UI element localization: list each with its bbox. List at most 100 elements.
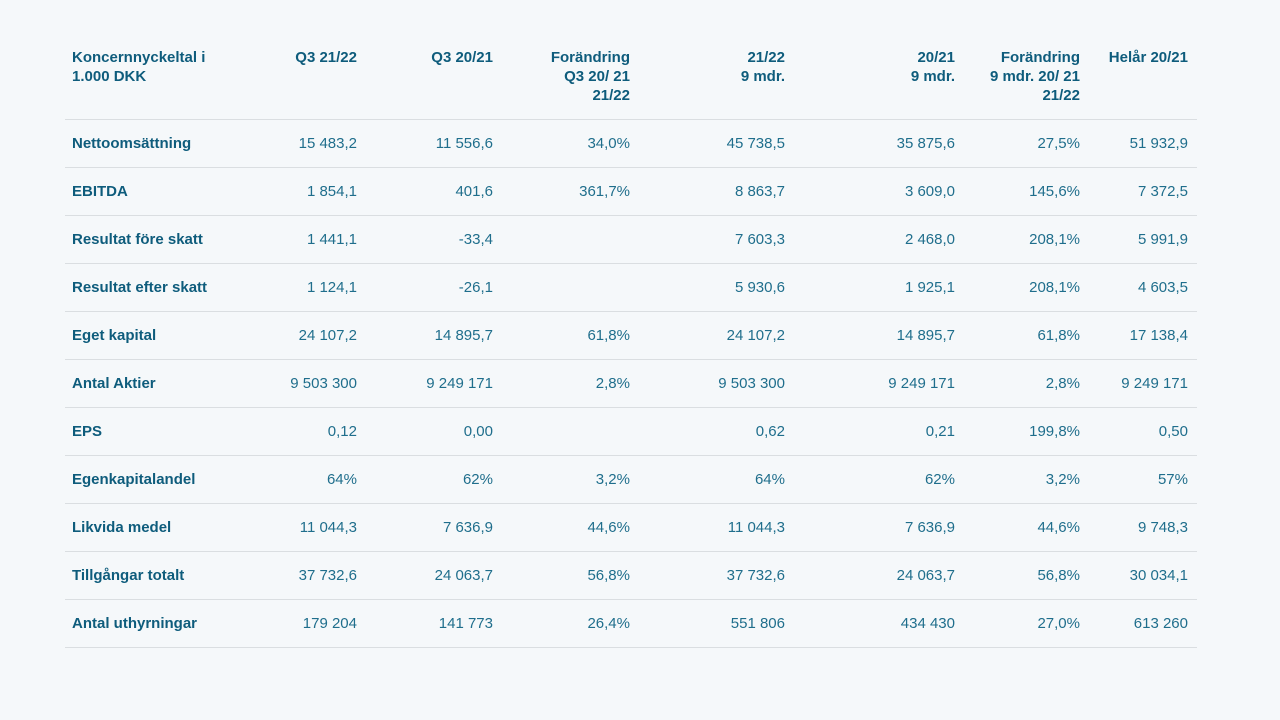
table-row: Resultat efter skatt 1 124,1 -26,1 5 930,6 1… [65,263,1197,312]
cell-value: 44,6% [1037,519,1080,536]
cell-value: 5 991,9 [1137,231,1188,248]
cell-value: 62% [924,471,955,488]
cell-value: 179 204 [302,615,357,632]
cell-value: 4 603,5 [1137,279,1188,296]
cell-value: 61,8% [587,327,630,344]
cell-value: 9 503 300 [718,375,785,392]
cell-value: 24 107,2 [298,327,357,344]
cell-value: 26,4% [587,615,630,632]
cell-value: 7 636,9 [904,519,955,536]
cell-value: 57% [1157,471,1188,488]
column-header: Forändring Q3 20/ 21 21/22 [550,49,630,104]
row-label: Resultat före skatt [72,231,203,248]
cell-value: 64% [326,471,357,488]
cell-value: 361,7% [579,183,630,200]
column-header: 21/22 9 mdr. [740,49,785,85]
header-row: Koncernnyckeltal i 1.000 DKK Q3 21/22 Q3 … [65,40,1197,120]
cell-value: 11 044,3 [299,519,357,536]
cell-value: 7 603,3 [734,231,785,248]
cell-value: 0,12 [327,423,357,440]
cell-value: 1 124,1 [306,279,357,296]
row-label: Antal uthyrningar [72,615,198,632]
cell-value: 0,62 [755,423,785,440]
table-row: Egenkapitalandel 64% 62% 3,2% 64% 62% 3,2% 57% [65,455,1197,504]
table-row: Antal Aktier 9 503 300 9 249 171 2,8% 9 503 … [65,359,1197,408]
cell-value: 62% [462,471,493,488]
cell-value: 17 138,4 [1129,327,1188,344]
table-row: Nettoomsättning 15 483,2 11 556,6 34,0% 45 7… [65,119,1197,168]
cell-value: 35 875,6 [896,135,955,152]
cell-value: 37 732,6 [298,567,357,584]
cell-value: -33,4 [458,231,493,248]
cell-value: 27,5% [1037,135,1080,152]
cell-value: 145,6% [1029,183,1080,200]
cell-value: 199,8% [1029,423,1080,440]
column-header: Q3 21/22 [295,49,357,66]
cell-value: 64% [754,471,785,488]
cell-value: 11 556,6 [435,135,493,152]
row-label: Nettoomsättning [72,135,192,152]
cell-value: 3,2% [1045,471,1080,488]
cell-value: 9 503 300 [290,375,357,392]
cell-value: 3 609,0 [904,183,955,200]
cell-value: 11 044,3 [727,519,785,536]
table-row: Resultat före skatt 1 441,1 -33,4 7 603,3 2 … [65,215,1197,264]
row-label: EPS [72,423,103,440]
cell-value: 0,00 [463,423,493,440]
cell-value: 551 806 [730,615,785,632]
cell-value: 2 468,0 [904,231,955,248]
cell-value: 7 636,9 [442,519,493,536]
cell-value: 5 930,6 [734,279,785,296]
cell-value: 9 249 171 [1121,375,1188,392]
table-row: EPS 0,12 0,00 0,62 0,21 199,8% 0,50 [65,407,1197,456]
column-header: Forändring 9 mdr. 20/ 21 21/22 [989,49,1080,104]
cell-value: 7 372,5 [1137,183,1188,200]
table-row: Likvida medel 11 044,3 7 636,9 44,6% 11 044,… [65,503,1197,552]
row-label: EBITDA [72,183,128,200]
row-label: Eget kapital [72,327,157,344]
column-header: Helår 20/21 [1108,49,1188,66]
row-label: Resultat efter skatt [72,279,208,296]
cell-value: 208,1% [1029,279,1080,296]
cell-value: 0,21 [925,423,955,440]
cell-value: 56,8% [1037,567,1080,584]
cell-value: 2,8% [1045,375,1080,392]
cell-value: 14 895,7 [434,327,493,344]
cell-value: 401,6 [455,183,493,200]
table-row: Eget kapital 24 107,2 14 895,7 61,8% 24 107,… [65,311,1197,360]
cell-value: 51 932,9 [1129,135,1188,152]
cell-value: 0,50 [1158,423,1188,440]
cell-value: 24 063,7 [896,567,955,584]
table-row: Tillgångar totalt 37 732,6 24 063,7 56,8% 37… [65,551,1197,600]
cell-value: 24 063,7 [434,567,493,584]
cell-value: 9 249 171 [888,375,955,392]
cell-value: 30 034,1 [1129,567,1188,584]
cell-value: 15 483,2 [298,135,357,152]
row-label: Antal Aktier [72,375,156,392]
cell-value: 61,8% [1037,327,1080,344]
cell-value: 9 748,3 [1137,519,1188,536]
cell-value: 34,0% [587,135,630,152]
cell-value: 2,8% [595,375,630,392]
cell-value: 434 430 [900,615,955,632]
cell-value: 9 249 171 [426,375,493,392]
cell-value: 44,6% [587,519,630,536]
cell-value: 613 260 [1133,615,1188,632]
table-title: Koncernnyckeltal i 1.000 DKK [72,49,206,85]
row-label: Tillgångar totalt [72,567,185,584]
cell-value: 208,1% [1029,231,1080,248]
cell-value: 8 863,7 [734,183,785,200]
table-row: Antal uthyrningar 179 204 141 773 26,4% 551 … [65,599,1197,648]
cell-value: -26,1 [458,279,493,296]
column-header: 20/21 9 mdr. [910,49,955,85]
financial-table: Koncernnyckeltal i 1.000 DKK Q3 21/22 Q3 … [65,40,1197,648]
table-body: Nettoomsättning 15 483,2 11 556,6 34,0% 45 7… [65,119,1197,648]
cell-value [493,216,630,264]
cell-value: 14 895,7 [896,327,955,344]
key-figures-table: Koncernnyckeltal i 1.000 DKK Q3 21/22 Q3 … [65,40,1197,648]
cell-value [493,408,630,456]
cell-value: 56,8% [587,567,630,584]
row-label: Egenkapitalandel [72,471,196,488]
row-label: Likvida medel [72,519,172,536]
cell-value: 27,0% [1037,615,1080,632]
